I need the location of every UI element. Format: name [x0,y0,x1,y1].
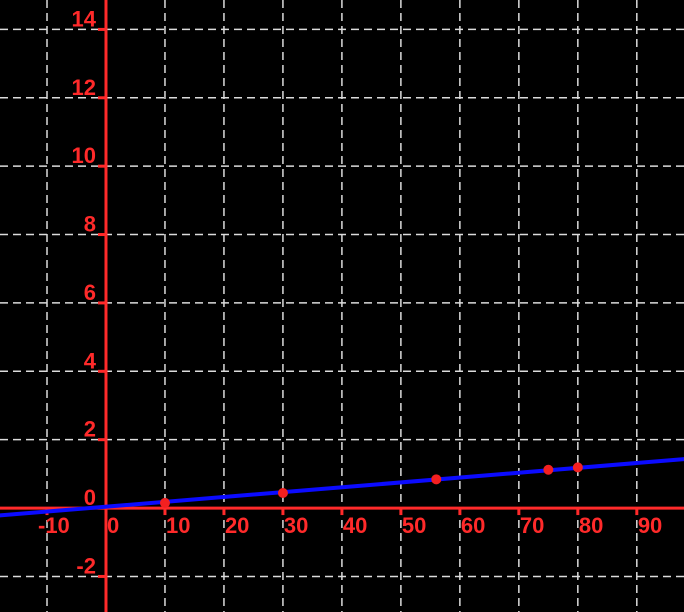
x-tick-label: 0 [107,513,119,538]
y-tick-label: 10 [72,143,96,168]
y-tick-label: 4 [84,348,97,373]
data-point [277,488,288,499]
data-point [159,497,170,508]
x-tick-label: 10 [166,513,190,538]
trend-line [0,457,684,518]
data-point [431,474,442,485]
y-tick-label: 2 [84,417,96,442]
x-tick-label: 80 [579,513,603,538]
x-tick-label: 90 [638,513,662,538]
x-tick-label: 30 [284,513,308,538]
y-tick-label: 0 [84,485,96,510]
y-tick-label: 6 [84,280,96,305]
x-tick-label: 20 [225,513,249,538]
data-point [543,464,554,475]
y-tick-label: 12 [72,75,96,100]
y-tick-label: 8 [84,212,96,237]
x-tick-label: 50 [402,513,426,538]
data-point [572,462,583,473]
x-tick-label: 70 [520,513,544,538]
x-tick-label: 60 [461,513,485,538]
x-tick-label: 40 [343,513,367,538]
y-tick-label: -2 [76,553,96,578]
y-tick-label: 14 [72,6,97,31]
x-tick-label: -10 [38,513,70,538]
